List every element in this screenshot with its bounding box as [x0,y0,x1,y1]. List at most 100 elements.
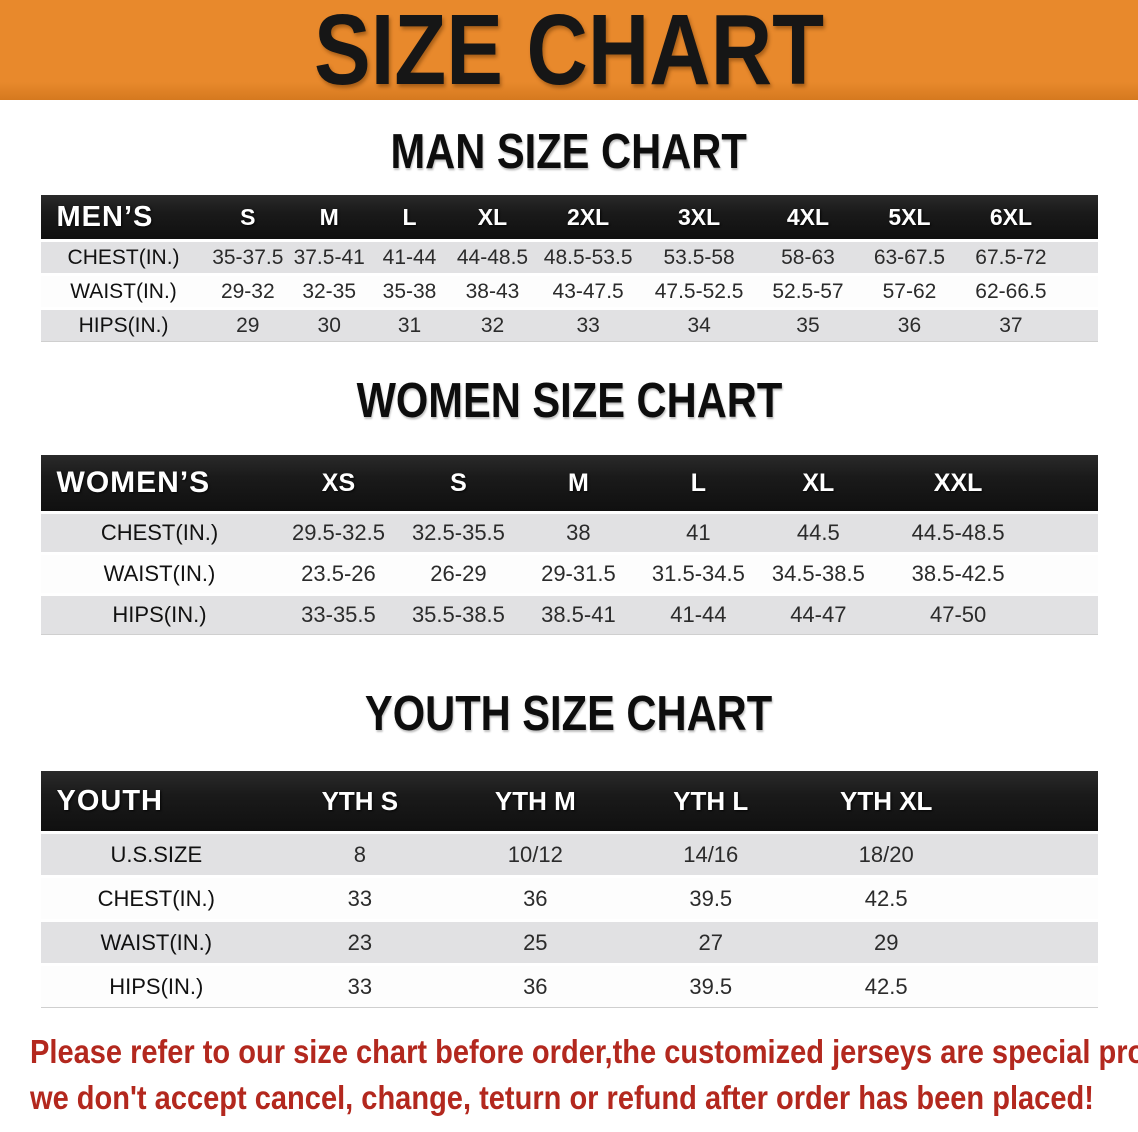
value-cell: 35-37.5 [206,242,290,273]
table-title: WOMEN’S [40,455,279,511]
filler-cell [1037,455,1098,511]
row-label: WAIST(IN.) [40,555,279,593]
row-label: HIPS(IN.) [40,596,279,635]
value-cell: 36 [447,878,624,919]
youth-section-heading-text: YOUTH SIZE CHART [365,687,773,741]
value-cell: 44.5-48.5 [878,514,1038,552]
women-section-heading: WOMEN SIZE CHART [0,374,1138,428]
men-section-heading-text: MAN SIZE CHART [390,125,748,179]
filler-cell [1037,596,1098,635]
value-cell: 29 [206,310,290,342]
filler-cell [973,834,1098,875]
value-cell: 35.5-38.5 [398,596,519,635]
size-column-header: L [369,195,450,239]
value-cell: 30 [289,310,370,342]
value-cell: 35 [757,310,859,342]
filler-cell [973,966,1098,1008]
value-cell: 41 [638,514,759,552]
value-cell: 63-67.5 [858,242,961,273]
disclaimer-line-1: Please refer to our size chart before or… [30,1033,1138,1070]
value-cell: 32-35 [289,276,370,307]
table-row: CHEST(IN.) 33 36 39.5 42.5 [40,878,1098,919]
header-row: WOMEN’S XS S M L XL XXL [40,455,1098,511]
disclaimer-line-2: we don't accept cancel, change, teturn o… [30,1079,1094,1116]
value-cell: 34.5-38.5 [758,555,879,593]
youth-size-table: YOUTH YTH S YTH M YTH L YTH XL U.S.SIZE 8 10/12… [40,768,1098,1011]
value-cell: 14/16 [623,834,799,875]
value-cell: 33 [272,966,448,1008]
table-title: MEN’S [40,195,207,239]
value-cell: 33-35.5 [278,596,399,635]
disclaimer: Please refer to our size chart before or… [0,1029,1138,1121]
table-row: U.S.SIZE 8 10/12 14/16 18/20 [40,834,1098,875]
value-cell: 32 [449,310,536,342]
row-label: CHEST(IN.) [40,514,279,552]
value-cell: 38-43 [449,276,536,307]
filler-cell [1037,514,1098,552]
value-cell: 58-63 [757,242,859,273]
value-cell: 44-47 [758,596,879,635]
size-column-header: 2XL [535,195,641,239]
filler-cell [973,771,1098,831]
value-cell: 41-44 [369,242,450,273]
size-column-header: 4XL [757,195,859,239]
value-cell: 37 [960,310,1062,342]
women-section-heading-text: WOMEN SIZE CHART [356,374,782,428]
table-row: CHEST(IN.) 35-37.5 37.5-41 41-44 44-48.5 48.5… [40,242,1098,273]
value-cell: 33 [272,878,448,919]
filler-cell [1061,242,1098,273]
size-column-header: 3XL [640,195,758,239]
row-label: U.S.SIZE [40,834,273,875]
value-cell: 34 [640,310,758,342]
value-cell: 23 [272,922,448,963]
value-cell: 8 [272,834,448,875]
size-column-header: L [638,455,759,511]
value-cell: 10/12 [447,834,624,875]
value-cell: 53.5-58 [640,242,758,273]
table-title: YOUTH [40,771,273,831]
men-size-table: MEN’S S M L XL 2XL 3XL 4XL 5XL 6XL CHEST(IN.) 35-37… [40,192,1098,345]
value-cell: 29-31.5 [518,555,639,593]
value-cell: 43-47.5 [535,276,641,307]
size-column-header: 6XL [960,195,1062,239]
filler-cell [1061,276,1098,307]
value-cell: 29.5-32.5 [278,514,399,552]
value-cell: 32.5-35.5 [398,514,519,552]
value-cell: 25 [447,922,624,963]
value-cell: 38.5-41 [518,596,639,635]
filler-cell [1061,310,1098,342]
size-column-header: M [289,195,370,239]
table-row: HIPS(IN.) 33-35.5 35.5-38.5 38.5-41 41-44 44-… [40,596,1098,635]
value-cell: 18/20 [798,834,974,875]
value-cell: 52.5-57 [757,276,859,307]
table-row: WAIST(IN.) 29-32 32-35 35-38 38-43 43-47.5 47.… [40,276,1098,307]
value-cell: 36 [858,310,961,342]
value-cell: 29 [798,922,974,963]
filler-cell [1061,195,1098,239]
table-row: WAIST(IN.) 23 25 27 29 [40,922,1098,963]
row-label: CHEST(IN.) [40,242,207,273]
value-cell: 38.5-42.5 [878,555,1038,593]
row-label: HIPS(IN.) [40,310,207,342]
value-cell: 37.5-41 [289,242,370,273]
header-row: MEN’S S M L XL 2XL 3XL 4XL 5XL 6XL [40,195,1098,239]
value-cell: 62-66.5 [960,276,1062,307]
table-row: HIPS(IN.) 33 36 39.5 42.5 [40,966,1098,1008]
filler-cell [973,922,1098,963]
value-cell: 23.5-26 [278,555,399,593]
value-cell: 67.5-72 [960,242,1062,273]
filler-cell [1037,555,1098,593]
table-row: WAIST(IN.) 23.5-26 26-29 29-31.5 31.5-34.5 34… [40,555,1098,593]
women-size-table: WOMEN’S XS S M L XL XXL CHEST(IN.) 29.5-32.5 32.5… [40,452,1098,638]
size-column-header: XL [758,455,879,511]
value-cell: 35-38 [369,276,450,307]
value-cell: 48.5-53.5 [535,242,641,273]
value-cell: 38 [518,514,639,552]
size-column-header: XS [278,455,399,511]
value-cell: 31.5-34.5 [638,555,759,593]
value-cell: 42.5 [798,966,974,1008]
banner-title: SIZE CHART [314,0,824,100]
value-cell: 39.5 [623,966,799,1008]
men-section-heading: MAN SIZE CHART [0,125,1138,179]
